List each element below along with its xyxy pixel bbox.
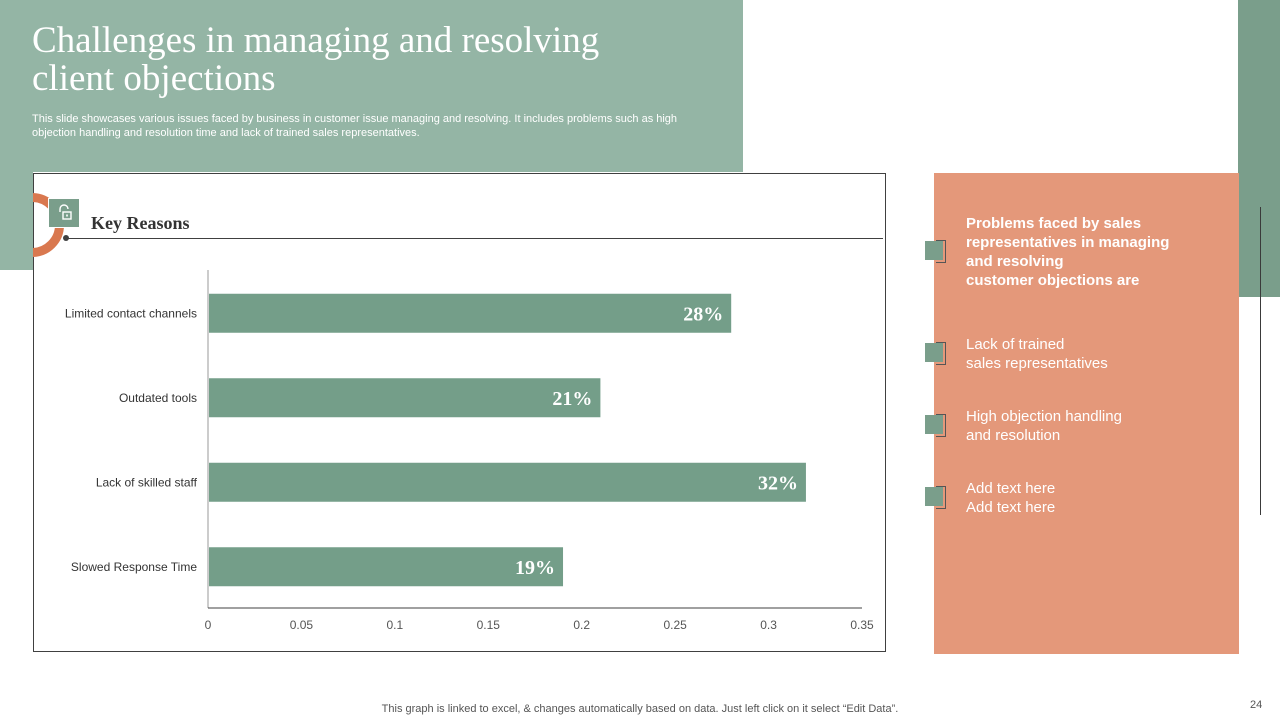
category-labels: Limited contact channels Outdated tools La… — [65, 306, 198, 574]
bullet-marker-heading — [925, 240, 946, 263]
bullet-marker-2 — [925, 414, 946, 437]
header-band — [0, 0, 743, 172]
data-label-2: 32% — [758, 472, 798, 494]
slide-title: Challenges in managing and resolving cli… — [32, 20, 600, 99]
bar-2[interactable] — [209, 462, 806, 502]
x-tick-4: 0.2 — [573, 618, 590, 632]
data-label-3: 19% — [515, 557, 555, 579]
data-labels: 28% 21% 32% 19% — [515, 303, 798, 579]
bar-1[interactable] — [209, 378, 601, 418]
panel-item-3: Add text here Add text here — [966, 480, 1056, 516]
category-label-0: Limited contact channels — [65, 306, 197, 320]
panel-heading: Problems faced by sales representatives … — [966, 215, 1170, 289]
category-label-3: Slowed Response Time — [71, 560, 197, 574]
right-accent-bar — [1238, 0, 1280, 297]
chart-heading-rule — [64, 238, 883, 239]
x-tick-3: 0.15 — [477, 618, 501, 632]
bar-3[interactable] — [209, 547, 564, 587]
category-label-2: Lack of skilled staff — [96, 475, 198, 489]
data-label-0: 28% — [683, 303, 723, 325]
lock-icon-tile — [48, 198, 80, 228]
x-tick-7: 0.35 — [850, 618, 874, 632]
footer-note: This graph is linked to excel, & changes… — [381, 703, 899, 715]
panel-item-2: High objection handling and resolution — [966, 408, 1122, 444]
category-label-1: Outdated tools — [119, 391, 197, 405]
bullet-marker-1 — [925, 342, 946, 365]
right-divider-line — [1260, 207, 1261, 515]
slide-subtitle: This slide showcases various issues face… — [32, 113, 678, 139]
header-left-strip — [0, 172, 33, 270]
panel-item-1: Lack of trained sales representatives — [966, 336, 1108, 372]
x-tick-0: 0 — [205, 618, 212, 632]
x-tick-6: 0.3 — [760, 618, 777, 632]
problems-panel — [934, 173, 1239, 654]
bullet-marker-3 — [925, 486, 946, 509]
chart-heading: Key Reasons — [91, 213, 190, 233]
lock-icon — [59, 204, 72, 220]
x-tick-5: 0.25 — [663, 618, 687, 632]
bars — [209, 293, 806, 587]
x-tick-1: 0.05 — [290, 618, 314, 632]
x-tick-labels: 0 0.05 0.1 0.15 0.2 0.25 0.3 0.35 — [205, 618, 874, 632]
bar-0[interactable] — [209, 293, 732, 333]
x-tick-2: 0.1 — [387, 618, 404, 632]
data-label-1: 21% — [552, 388, 592, 410]
page-number: 24 — [1250, 699, 1263, 711]
